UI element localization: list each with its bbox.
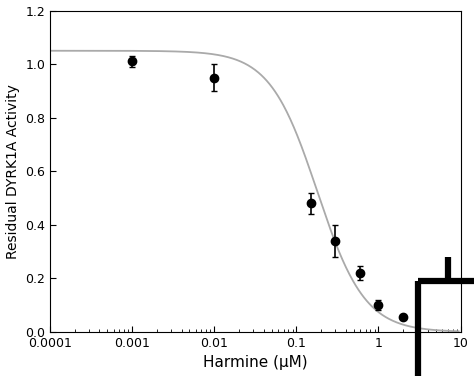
Y-axis label: Residual DYRK1A Activity: Residual DYRK1A Activity xyxy=(6,84,19,259)
X-axis label: Harmine (μM): Harmine (μM) xyxy=(203,355,308,370)
